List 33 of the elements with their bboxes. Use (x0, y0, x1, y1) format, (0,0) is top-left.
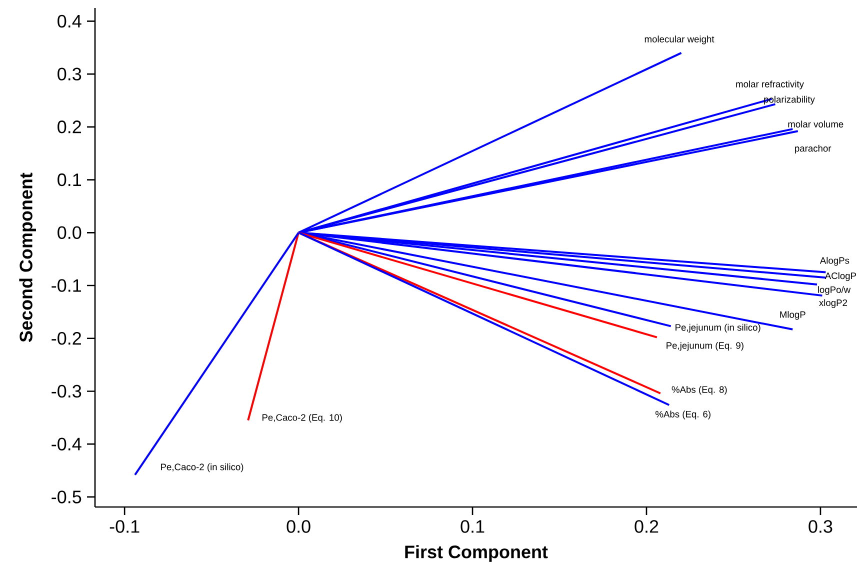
x-tick-label: 0.2 (634, 520, 658, 533)
x-axis-title: First Component (405, 545, 548, 562)
y-tick-label: -0.5 (52, 490, 82, 504)
x-tick-label: 0.0 (286, 520, 310, 533)
y-tick-label: -0.1 (52, 279, 82, 292)
y-tick-label: -0.3 (52, 384, 82, 398)
x-tick-label: 0.3 (808, 520, 832, 533)
y-tick-label: 0.0 (58, 226, 82, 240)
series-label: MlogP (780, 311, 806, 320)
y-tick-label: 0.4 (58, 14, 82, 28)
series-label: Pe,Caco-2 (in silico) (161, 463, 244, 472)
y-tick-label: 0.3 (58, 68, 82, 80)
series-label: AlogPs (820, 256, 850, 266)
series-label: xlogP2 (819, 299, 848, 308)
y-tick-label: 0.2 (58, 120, 81, 134)
series-label: Pe,jejunum (Eq. 9) (666, 342, 744, 351)
series-label: Pe,jejunum (in silico) (676, 324, 760, 333)
series-label: %Abs (Eq. 6) (656, 410, 710, 420)
series-label: %Abs (Eq. 8) (672, 386, 727, 395)
y-tick-label: -0.2 (52, 332, 81, 345)
series-label: molar volume (788, 120, 844, 128)
series-label: polarizability (764, 96, 815, 105)
x-tick-label: 0.1 (460, 520, 484, 533)
y-tick-label: -0.4 (52, 438, 82, 450)
y-tick-label: 0.1 (58, 173, 82, 186)
series-label: molecular weight (644, 36, 714, 44)
x-tick-label: -0.1 (110, 520, 140, 533)
series-label: Pe,Caco-2 (Eq. 10) (262, 414, 342, 423)
series-label: logPo/w (818, 286, 851, 295)
series-label: AClogP (824, 272, 856, 281)
series-label: parachor (795, 144, 832, 154)
series-label: molar refractivity (736, 80, 804, 90)
y-axis-title: Second Component (19, 172, 36, 342)
